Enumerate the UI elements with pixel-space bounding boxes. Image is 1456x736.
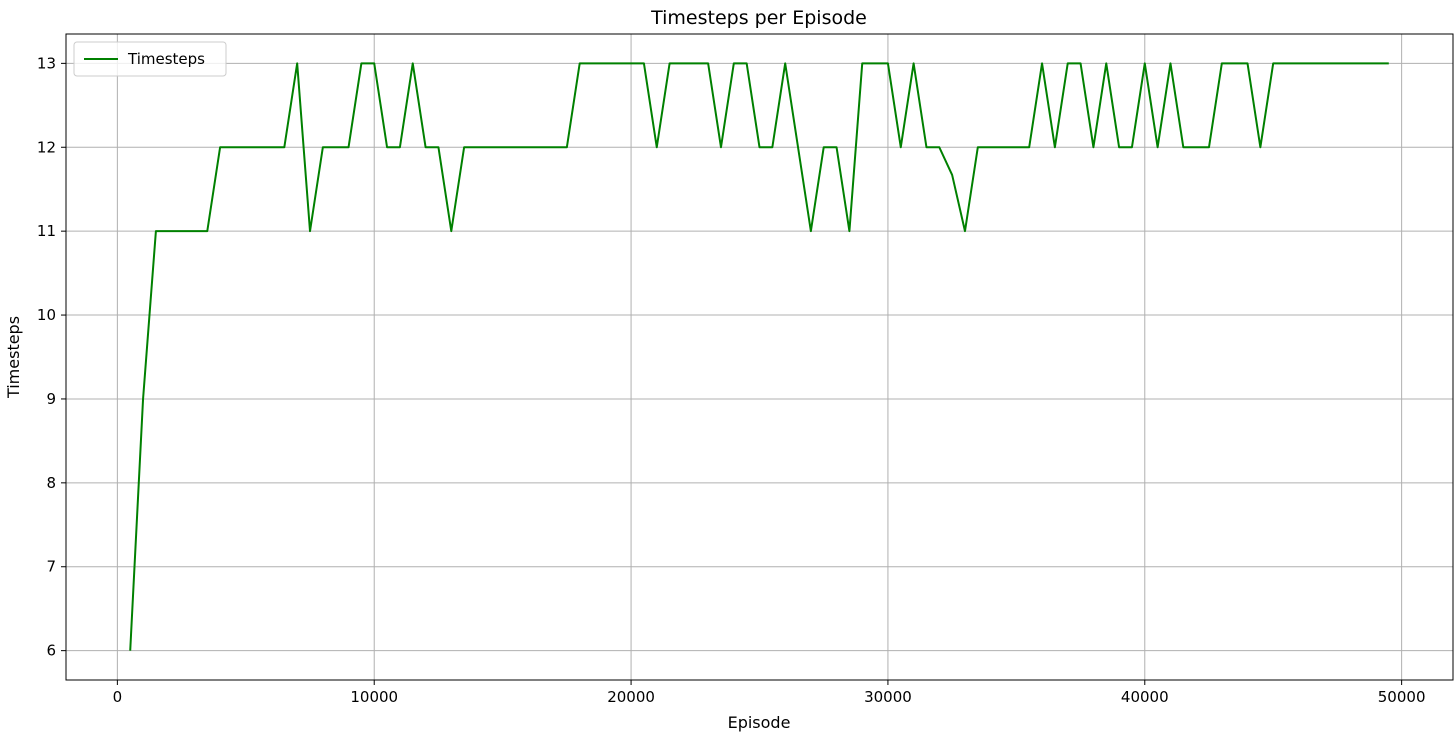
x-tick-label: 50000	[1378, 688, 1426, 706]
chart-title: Timesteps per Episode	[650, 7, 867, 29]
y-tick-label: 7	[46, 558, 56, 576]
x-axis-label: Episode	[728, 713, 791, 732]
x-tick-label: 30000	[864, 688, 912, 706]
plot-area-frame	[65, 33, 1454, 681]
series-layer	[129, 62, 1389, 651]
y-tick-label: 6	[46, 642, 56, 660]
legend-label-timesteps: Timesteps	[127, 50, 205, 68]
y-tick-label: 8	[46, 474, 56, 492]
x-tick-label: 40000	[1121, 688, 1169, 706]
x-tick-label: 0	[113, 688, 123, 706]
legend: Timesteps	[73, 41, 227, 77]
y-tick-label: 11	[37, 222, 56, 240]
y-tick-label: 10	[37, 306, 56, 324]
y-axis-label: Timesteps	[4, 316, 23, 399]
legend-box	[73, 41, 227, 77]
series-line-timesteps	[129, 62, 1389, 651]
x-tick-label: 20000	[607, 688, 655, 706]
y-axis: 6 7 8 9 10 11 12 13	[37, 54, 66, 660]
x-axis: 0 10000 20000 30000 40000 50000	[113, 680, 1426, 706]
y-tick-label: 12	[37, 138, 56, 156]
grid-lines	[66, 34, 1453, 680]
x-tick-label: 10000	[350, 688, 398, 706]
y-tick-label: 13	[37, 54, 56, 72]
y-tick-label: 9	[46, 390, 56, 408]
